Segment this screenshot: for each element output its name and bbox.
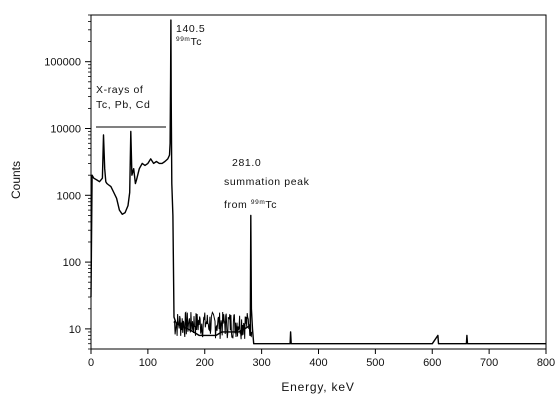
- y-axis-title: Counts: [9, 161, 23, 199]
- x-tick-label: 500: [366, 357, 384, 369]
- annotation-sum-energy: 281.0: [232, 157, 261, 169]
- y-tick-label: 100: [63, 257, 81, 269]
- annotation-sum-source: from 99mTc: [224, 199, 277, 211]
- x-axis-title: Energy, keV: [281, 380, 354, 394]
- annotation-sum-source-sup: 99m: [251, 199, 265, 206]
- y-tick-label: 10000: [50, 123, 81, 135]
- x-tick-label: 0: [88, 357, 94, 369]
- y-tick-label: 100000: [44, 57, 81, 69]
- plot-area: [90, 19, 546, 345]
- annotation-peak-energy: 140.5: [176, 23, 205, 35]
- spectrum-line: [90, 19, 546, 345]
- annotation-peak-isotope-sup: 99m: [176, 36, 190, 43]
- y-tick-label: 1000: [57, 190, 81, 202]
- scatter-noise-region: [173, 311, 253, 340]
- noise-trace: [173, 311, 253, 340]
- x-tick-label: 400: [309, 357, 327, 369]
- annotation-sum-source-symbol: Tc: [265, 199, 277, 211]
- x-tick-label: 600: [423, 357, 441, 369]
- annotation-sum-source-from: from: [224, 199, 251, 211]
- annotation-xrays-line1: X-rays of: [96, 84, 143, 96]
- y-tick-label: 10: [69, 324, 81, 336]
- annotation-xrays-line2: Tc, Pb, Cd: [96, 99, 150, 111]
- x-tick-label: 700: [480, 357, 498, 369]
- axis-ticks: 0 100 200 300 400 500 600 700 800 10 100 1000 10000 1…: [44, 14, 555, 369]
- x-tick-label: 200: [196, 357, 214, 369]
- annotation-peak-isotope-symbol: Tc: [190, 36, 202, 48]
- x-tick-label: 800: [537, 357, 555, 369]
- plot-frame: [90, 14, 547, 350]
- x-tick-label: 300: [252, 357, 270, 369]
- annotation-sum-label: summation peak: [224, 176, 310, 188]
- annotation-peak-isotope: 99mTc: [176, 36, 202, 48]
- x-tick-label: 100: [139, 357, 157, 369]
